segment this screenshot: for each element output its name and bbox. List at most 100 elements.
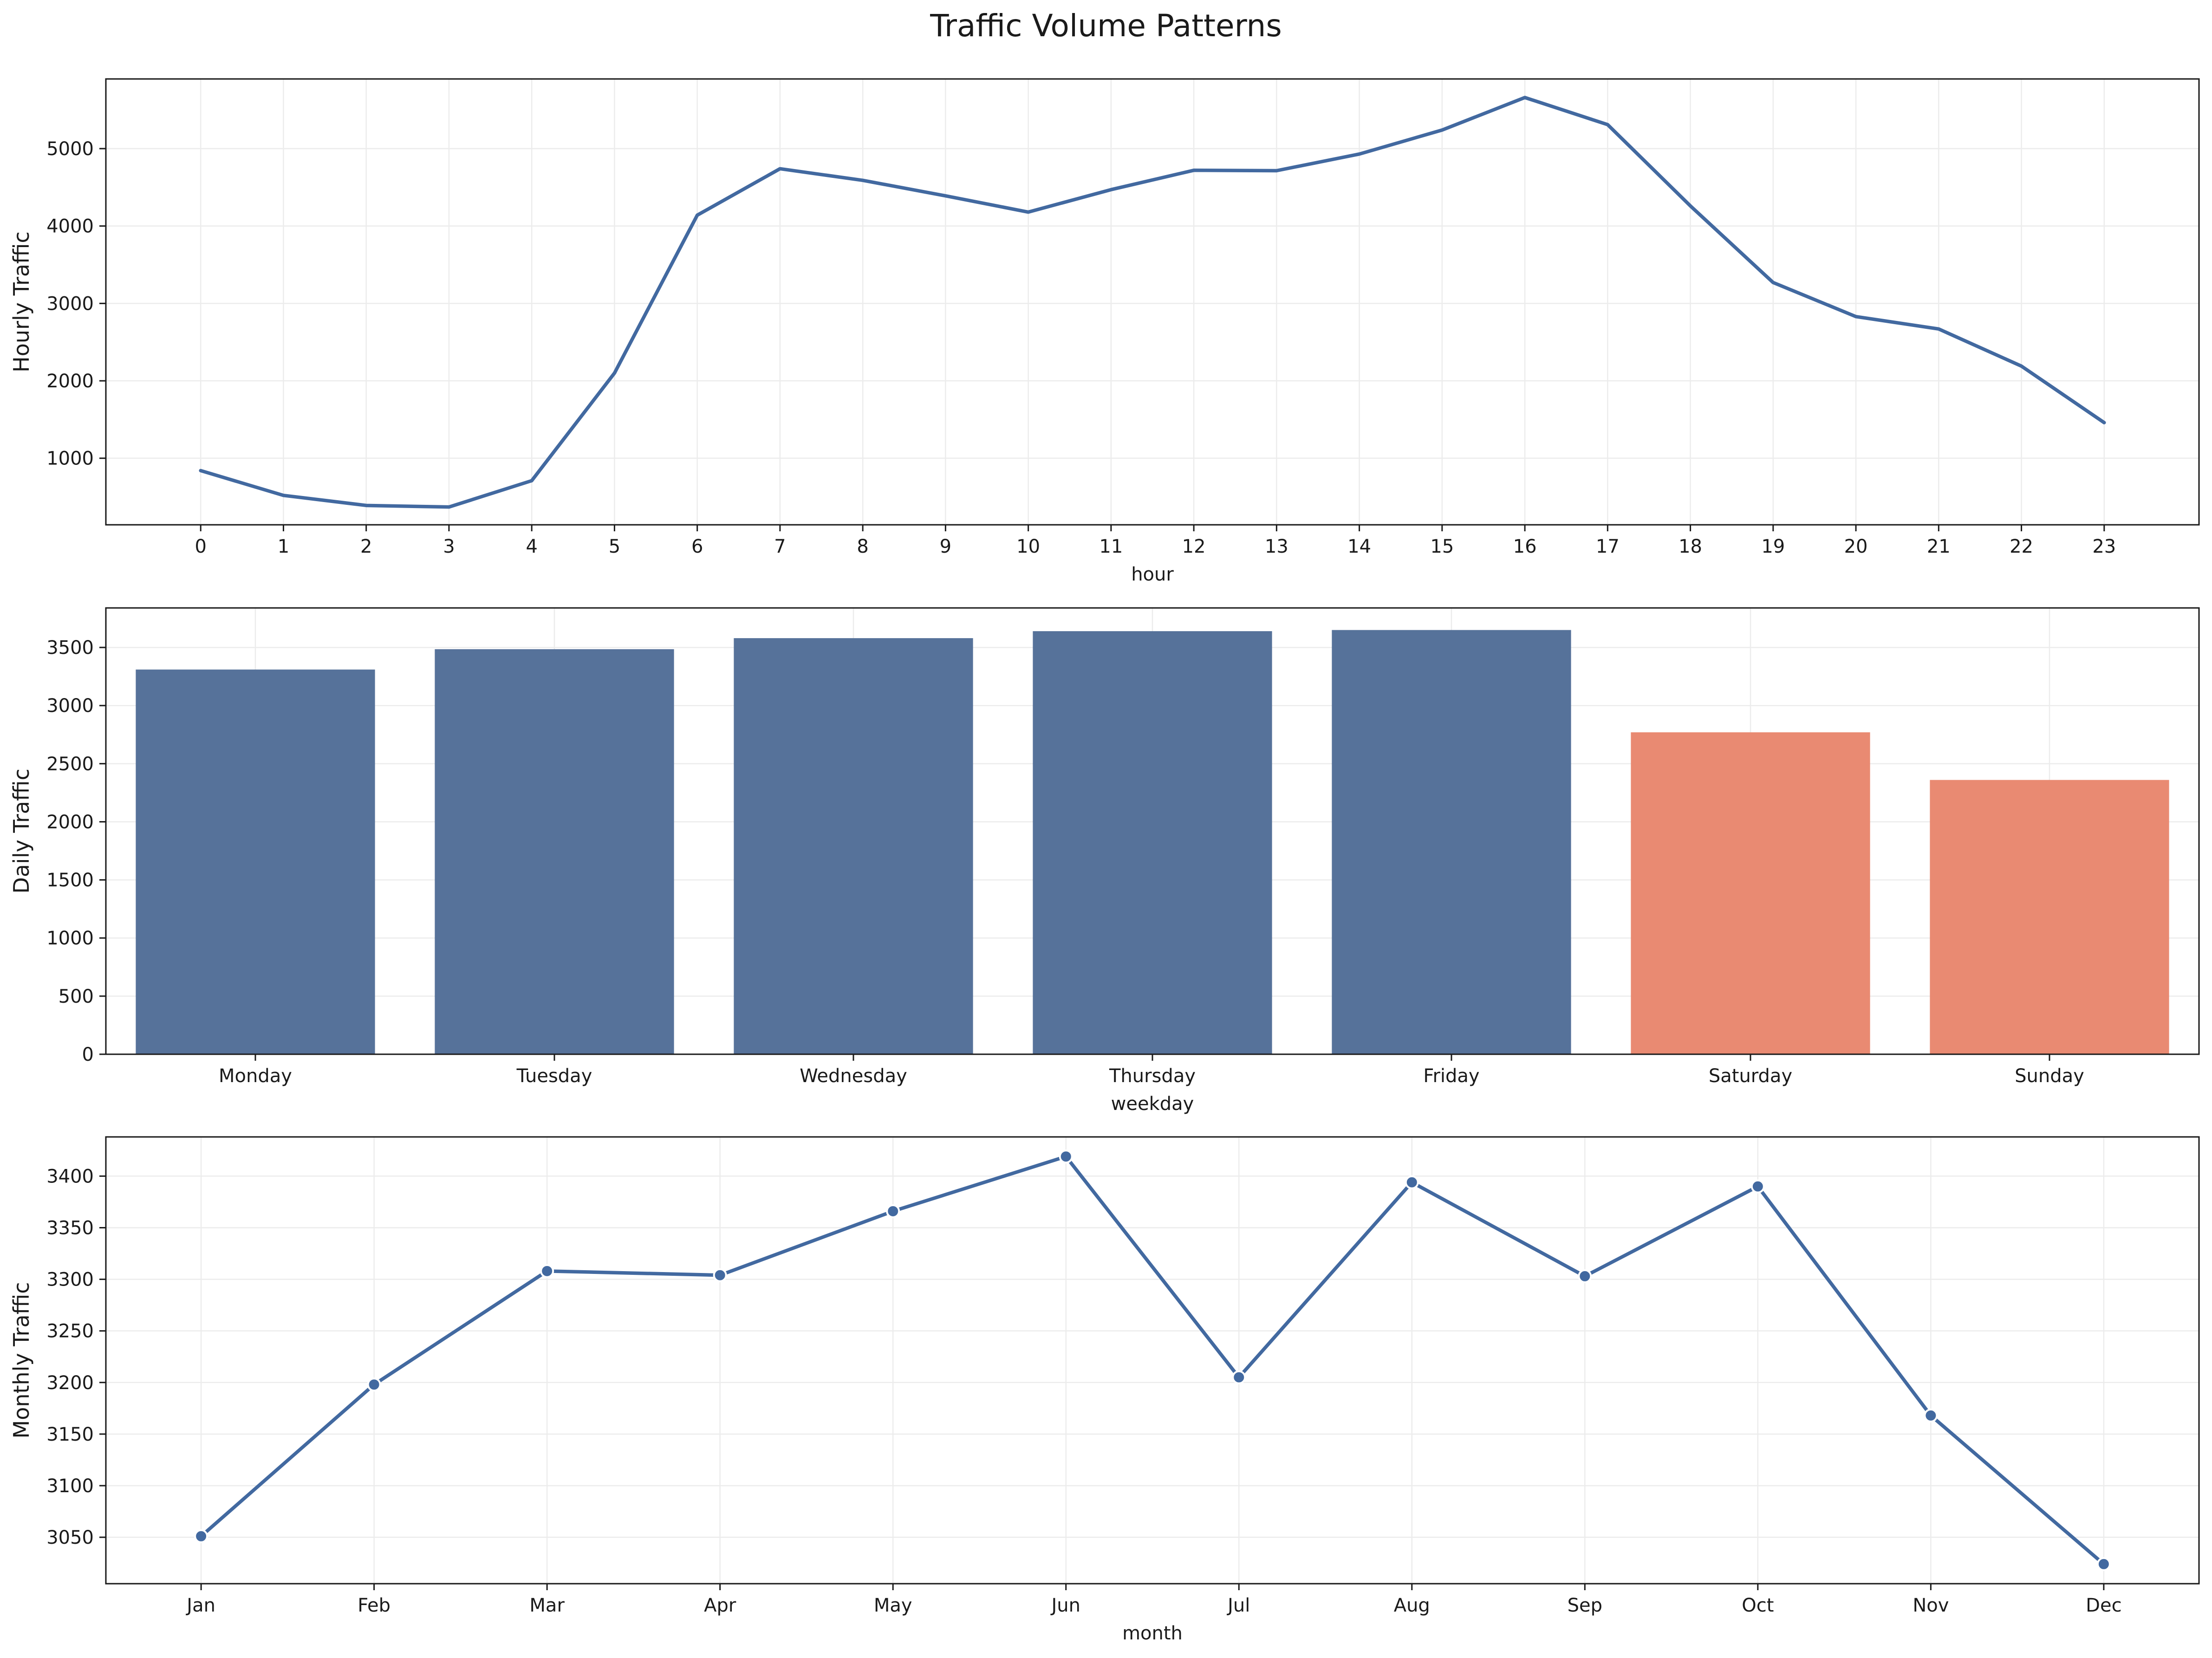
daily-y-tick-label: 0 [82,1044,94,1065]
monthly-x-tick-label: May [874,1595,912,1616]
bar-friday [1332,630,1571,1054]
hourly-x-tick-label: 1 [278,536,289,557]
monthly-traffic-panel: Jan Feb Mar Apr May Jun Jul Aug Sep Oct Nov Dec 305… [9,1136,2200,1644]
point-sep [1578,1269,1592,1283]
daily-x-tick-label: Tuesday [516,1065,592,1087]
hourly-x-tick-label: 20 [1844,536,1868,557]
bar-sunday [1930,780,2169,1054]
figure-title: Traffic Volume Patterns [930,8,1282,44]
daily-y-axis-label: Daily Traffic [9,769,34,894]
hourly-x-tick-label: 14 [1347,536,1371,557]
hourly-x-tick-label: 7 [774,536,786,557]
point-nov [1924,1408,1938,1423]
daily-y-tick-label: 1000 [46,928,94,949]
monthly-x-tick-label: Mar [529,1595,565,1616]
point-oct [1750,1179,1765,1194]
hourly-x-tick-label: 13 [1265,536,1288,557]
hourly-y-tick-label: 4000 [46,216,94,237]
bar-wednesday [734,638,973,1054]
monthly-y-tick-label: 3350 [46,1218,94,1239]
daily-bar-series [136,630,2169,1054]
monthly-y-tick-label: 3100 [46,1475,94,1497]
bar-thursday [1033,631,1272,1054]
point-aug [1405,1175,1419,1189]
hourly-x-tick-label: 15 [1430,536,1454,557]
hourly-x-axis: 0 1 2 3 4 5 6 7 8 9 10 11 12 13 14 15 16 17 18 19 20 21 22 23 [195,525,2116,557]
point-mar [540,1264,554,1278]
hourly-y-tick-label: 5000 [46,138,94,160]
hourly-x-tick-label: 21 [1927,536,1951,557]
hourly-series-line [199,96,2106,509]
hourly-grid [106,79,2199,525]
hourly-x-tick-label: 8 [857,536,868,557]
hourly-x-tick-label: 16 [1513,536,1537,557]
monthly-y-tick-label: 3150 [46,1424,94,1445]
point-jul [1232,1370,1246,1384]
daily-x-tick-label: Thursday [1109,1065,1196,1087]
monthly-y-tick-label: 3300 [46,1269,94,1291]
daily-traffic-panel: Monday Tuesday Wednesday Thursday Friday Satu… [9,607,2200,1115]
daily-x-tick-label: Saturday [1709,1065,1792,1087]
monthly-x-tick-label: Feb [358,1595,390,1616]
hourly-x-tick-label: 10 [1016,536,1040,557]
bar-saturday [1631,732,1870,1054]
daily-x-tick-label: Friday [1423,1065,1479,1087]
point-apr [713,1268,727,1282]
daily-y-tick-label: 3500 [46,637,94,659]
hourly-plot-frame [105,78,2200,526]
hourly-y-axis: 1000 2000 3000 4000 5000 [46,138,106,470]
monthly-series-line [199,1155,2106,1566]
daily-y-tick-label: 3000 [46,695,94,717]
point-jun [1059,1149,1073,1164]
bar-tuesday [435,649,674,1054]
monthly-plot-frame [105,1136,2200,1585]
daily-y-tick-label: 1500 [46,870,94,891]
hourly-x-tick-label: 12 [1182,536,1206,557]
daily-y-axis: 0 500 1000 1500 2000 2500 3000 3500 [46,637,106,1065]
hourly-y-tick-label: 1000 [46,448,94,470]
bar-monday [136,669,375,1054]
daily-x-tick-label: Wednesday [800,1065,907,1087]
hourly-x-tick-label: 0 [195,536,206,557]
point-feb [367,1377,381,1392]
hourly-traffic-panel: 0 1 2 3 4 5 6 7 8 9 10 11 12 13 14 15 16 17 18 19 20 21 22 23 1… [9,78,2200,585]
daily-y-tick-label: 2000 [46,811,94,833]
monthly-x-tick-label: Jul [1226,1595,1250,1616]
hourly-x-tick-label: 11 [1099,536,1123,557]
monthly-x-tick-label: Aug [1394,1595,1430,1616]
hourly-y-tick-label: 3000 [46,293,94,314]
hourly-x-tick-label: 5 [609,536,620,557]
hourly-y-tick-label: 2000 [46,371,94,392]
monthly-grid [106,1137,2199,1584]
hourly-x-tick-label: 18 [1679,536,1702,557]
monthly-x-axis: Jan Feb Mar Apr May Jun Jul Aug Sep Oct Nov Dec [185,1584,2122,1616]
monthly-y-tick-label: 3200 [46,1372,94,1394]
daily-y-tick-label: 500 [59,986,94,1007]
monthly-x-tick-label: Apr [704,1595,736,1616]
hourly-x-axis-label: hour [1131,564,1174,585]
monthly-x-tick-label: Jan [185,1595,215,1616]
monthly-y-axis-label: Monthly Traffic [9,1282,34,1438]
hourly-x-tick-label: 22 [2010,536,2033,557]
monthly-x-tick-label: Oct [1742,1595,1774,1616]
hourly-x-tick-label: 17 [1596,536,1620,557]
monthly-y-tick-label: 3400 [46,1166,94,1187]
monthly-x-tick-label: Jun [1050,1595,1080,1616]
hourly-x-tick-label: 23 [2092,536,2116,557]
hourly-line-series [199,96,2106,509]
daily-x-tick-label: Monday [219,1065,292,1087]
monthly-line-series [194,1149,2111,1571]
monthly-x-axis-label: month [1122,1623,1183,1644]
hourly-x-tick-label: 9 [940,536,951,557]
daily-x-axis-label: weekday [1111,1093,1194,1115]
monthly-x-tick-label: Sep [1568,1595,1602,1616]
hourly-x-tick-label: 2 [360,536,372,557]
hourly-x-tick-label: 19 [1761,536,1785,557]
point-may [886,1204,900,1218]
daily-x-axis: Monday Tuesday Wednesday Thursday Friday Satu… [219,1054,2084,1087]
monthly-y-tick-label: 3050 [46,1527,94,1548]
hourly-y-axis-label: Hourly Traffic [9,231,34,372]
daily-y-tick-label: 2500 [46,753,94,775]
point-jan [194,1529,208,1543]
hourly-x-tick-label: 6 [691,536,703,557]
